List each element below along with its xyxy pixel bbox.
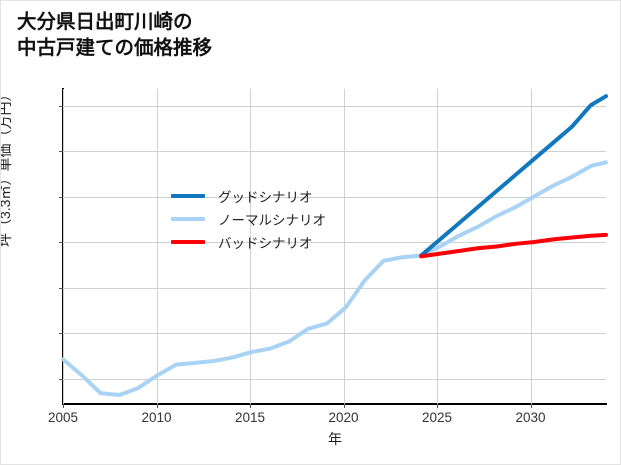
legend-item-good: グッドシナリオ xyxy=(171,184,386,207)
gridline-y-37.5 xyxy=(63,196,606,198)
xtick-label-2010: 2010 xyxy=(141,410,172,425)
legend-item-normal: ノーマルシナリオ xyxy=(171,207,386,230)
legend-label-good: グッドシナリオ xyxy=(218,189,313,205)
legend-label-normal: ノーマルシナリオ xyxy=(218,212,326,228)
page-title: 大分県日出町川崎の 中古戸建ての価格推移 xyxy=(17,11,213,60)
series-layer xyxy=(61,94,608,398)
x-axis-spine xyxy=(62,403,607,405)
xtick-label-2020: 2020 xyxy=(328,410,359,425)
series-line-good xyxy=(419,94,608,258)
legend-swatch-bad xyxy=(171,239,205,244)
legend-label-bad: バッドシナリオ xyxy=(218,235,313,251)
gridline-y-27.5 xyxy=(63,378,606,380)
ytick-mark-27.5 xyxy=(59,378,63,380)
ytick-mark-40.0 xyxy=(59,151,63,152)
ytick-mark-42.5 xyxy=(59,106,63,107)
gridline-x-2015 xyxy=(250,89,251,404)
xtick-label-2015: 2015 xyxy=(234,410,266,425)
gridline-x-2030 xyxy=(530,89,532,404)
xtick-mark-2015 xyxy=(250,404,251,408)
legend-swatch-good xyxy=(171,193,205,198)
legend-swatch-normal xyxy=(171,216,205,221)
chart-legend: グッドシナリオ ノーマルシナリオ バッドシナリオ xyxy=(171,184,386,253)
series-line-normal xyxy=(61,160,608,398)
gridline-x-2020 xyxy=(343,89,345,404)
x-axis-label: 年 xyxy=(328,431,342,447)
y-axis-label: 坪（3.3㎡）単価（万円） xyxy=(0,87,13,247)
series-line-bad xyxy=(419,232,608,259)
xtick-mark-2010 xyxy=(156,404,158,408)
gridline-x-2010 xyxy=(156,89,158,404)
ytick-mark-30.0 xyxy=(59,333,63,334)
ytick-mark-35.0 xyxy=(59,242,63,243)
xtick-mark-2020 xyxy=(343,404,345,408)
xtick-label-2005: 2005 xyxy=(47,410,79,425)
gridline-y-40.0 xyxy=(63,151,606,152)
ytick-mark-32.5 xyxy=(59,287,63,289)
gridline-y-42.5 xyxy=(63,106,606,107)
xtick-label-2030: 2030 xyxy=(515,410,546,425)
gridline-y-30.0 xyxy=(63,333,606,334)
xtick-mark-2005 xyxy=(63,404,64,408)
gridline-x-2005 xyxy=(63,89,64,404)
gridline-y-35.0 xyxy=(63,242,606,243)
xtick-mark-2030 xyxy=(530,404,532,408)
ytick-mark-37.5 xyxy=(59,196,63,198)
gridline-y-32.5 xyxy=(63,287,606,289)
plot-area: 42.5 40.0 37.5 35.0 32.5 30.0 27.5 xyxy=(59,89,608,408)
legend-item-bad: バッドシナリオ xyxy=(171,230,386,253)
xtick-mark-2025 xyxy=(437,404,438,408)
xtick-label-2025: 2025 xyxy=(421,410,453,425)
